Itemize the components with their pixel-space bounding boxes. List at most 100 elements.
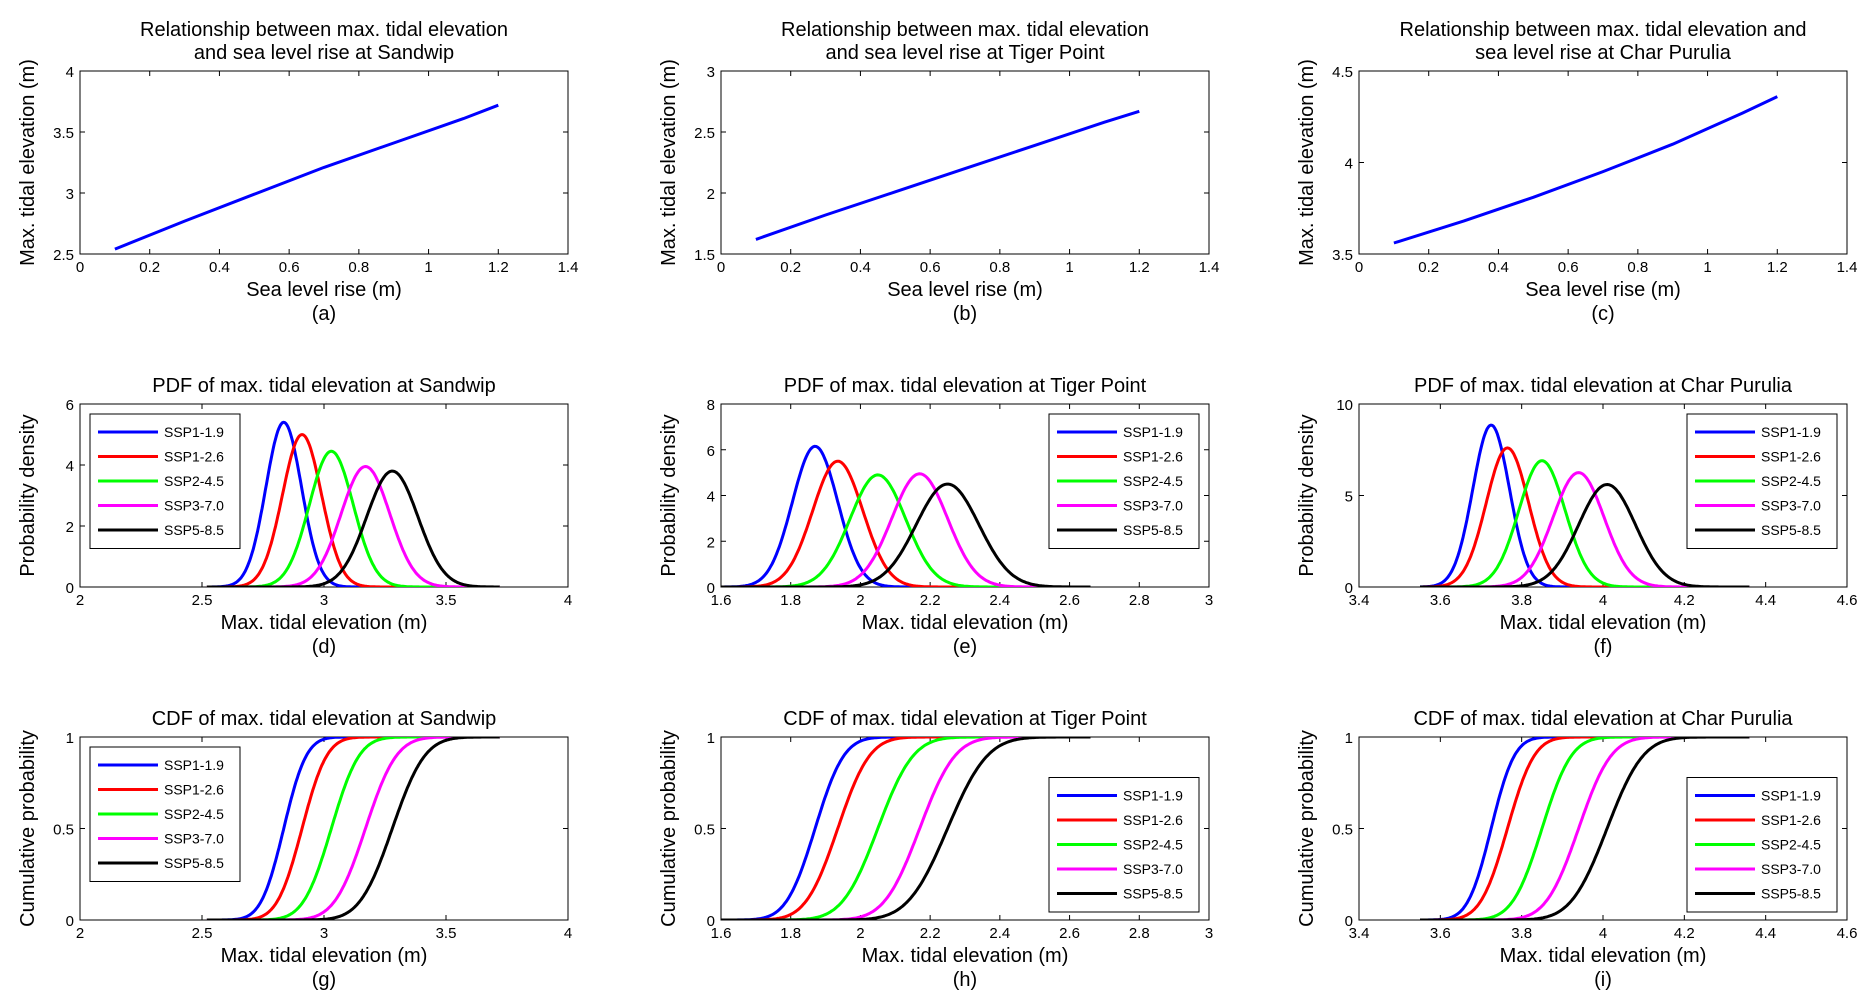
series-line-ssp1-19 [1419, 423, 1750, 587]
plot-area [755, 109, 1140, 241]
x-axis-label: Sea level rise (m) [887, 279, 1043, 301]
series-line-ssp2-45 [721, 737, 1091, 920]
x-tick-label: 0.2 [780, 259, 801, 276]
x-tick-label: 1.8 [780, 925, 801, 942]
y-tick-label: 5 [1345, 489, 1353, 506]
legend-label: SSP2-4.5 [1761, 473, 1821, 489]
series-line-ssp5-85 [721, 737, 1091, 920]
series-line-ssp5-85 [206, 469, 501, 587]
chart-title: PDF of max. tidal elevation at Tiger Poi… [784, 375, 1147, 397]
y-axis-label: Probability density [1296, 414, 1318, 576]
panel-label: (c) [1591, 303, 1614, 325]
x-tick-label: 4.2 [1674, 925, 1695, 942]
x-tick-label: 2.4 [989, 592, 1010, 609]
legend-label: SSP2-4.5 [164, 806, 224, 822]
series-line-ssp1-26 [721, 459, 1091, 587]
y-tick-label: 4 [66, 458, 74, 475]
legend-label: SSP5-8.5 [1123, 886, 1183, 902]
x-tick-label: 3 [320, 592, 328, 609]
y-tick-label: 0 [707, 580, 715, 597]
x-tick-label: 0.4 [209, 259, 230, 276]
x-tick-label: 3 [1205, 592, 1213, 609]
x-tick-label: 1.4 [558, 259, 579, 276]
series-line-ssp5-85 [721, 482, 1091, 587]
legend: SSP1-1.9 SSP1-2.6 SSP2-4.5 SSP3-7.0 SSP5-8.5 [1048, 413, 1200, 549]
y-tick-label: 1.5 [694, 247, 715, 264]
y-tick-label: 0 [66, 580, 74, 597]
x-tick-label: 2.4 [989, 925, 1010, 942]
legend-label: SSP3-7.0 [1761, 498, 1821, 514]
legend-label: SSP5-8.5 [1761, 886, 1821, 902]
series-line-ssp5-85 [1419, 483, 1750, 587]
x-axis-label: Max. tidal elevation (m) [1500, 945, 1707, 967]
series-line-ssp2-45 [1419, 459, 1750, 587]
y-tick-label: 3 [707, 64, 715, 81]
x-tick-label: 2 [76, 592, 84, 609]
series-line-ssp1-26 [206, 433, 501, 587]
legend-label: SSP1-2.6 [1761, 449, 1821, 465]
x-tick-label: 1 [1065, 259, 1073, 276]
x-tick-label: 2.8 [1129, 592, 1150, 609]
series-line-ssp3-70 [721, 737, 1091, 920]
series-line-ssp1-26 [1419, 446, 1750, 587]
y-axis-label: Cumulative probability [658, 730, 680, 927]
chart-title: CDF of max. tidal elevation at Sandwip [152, 708, 497, 730]
y-tick-label: 2.5 [53, 247, 74, 264]
legend: SSP1-1.9 SSP1-2.6 SSP2-4.5 SSP3-7.0 SSP5-8.5 [1686, 413, 1838, 549]
x-tick-label: 2.2 [920, 925, 941, 942]
axes-box [720, 70, 1210, 255]
x-axis-label: Max. tidal elevation (m) [221, 945, 428, 967]
y-tick-label: 0.5 [53, 822, 74, 839]
plot-area [721, 737, 1091, 920]
chart-title: sea level rise at Char Purulia [1475, 42, 1732, 64]
legend-label: SSP1-2.6 [1761, 812, 1821, 828]
y-axis-label: Probability density [17, 414, 39, 576]
series-line-ssp1-26 [721, 737, 1091, 920]
chart-title: Relationship between max. tidal elevatio… [1400, 19, 1807, 41]
legend-label: SSP5-8.5 [164, 522, 224, 538]
x-tick-label: 3.8 [1511, 592, 1532, 609]
x-tick-label: 3 [1205, 925, 1213, 942]
legend-label: SSP1-1.9 [1761, 788, 1821, 804]
x-tick-label: 1 [1703, 259, 1711, 276]
legend-label: SSP2-4.5 [164, 473, 224, 489]
x-tick-label: 1.2 [488, 259, 509, 276]
chart-title: Relationship between max. tidal elevatio… [140, 19, 508, 41]
chart-title: CDF of max. tidal elevation at Tiger Poi… [783, 708, 1147, 730]
plot-area [721, 444, 1091, 587]
chart-title: PDF of max. tidal elevation at Char Puru… [1414, 375, 1793, 397]
plot-area [206, 420, 501, 587]
y-tick-label: 3.5 [53, 125, 74, 142]
series-line-main [755, 109, 1140, 241]
chart-a: Relationship between max. tidal elevatio… [17, 19, 578, 325]
y-tick-label: 0 [1345, 913, 1353, 930]
x-tick-label: 1 [424, 259, 432, 276]
series-line-ssp2-45 [206, 737, 501, 920]
legend-label: SSP5-8.5 [1761, 522, 1821, 538]
x-tick-label: 3.4 [1349, 592, 1370, 609]
legend-label: SSP1-1.9 [164, 757, 224, 773]
legend-label: SSP3-7.0 [1123, 861, 1183, 877]
series-line-ssp3-70 [721, 472, 1091, 587]
y-tick-label: 4.5 [1332, 64, 1353, 81]
panel-label: (b) [953, 303, 977, 325]
legend-label: SSP2-4.5 [1761, 837, 1821, 853]
y-tick-label: 0.5 [1332, 822, 1353, 839]
legend-label: SSP5-8.5 [1123, 522, 1183, 538]
series-line-ssp1-26 [1419, 737, 1750, 920]
y-tick-label: 1 [66, 730, 74, 747]
x-axis-label: Max. tidal elevation (m) [862, 945, 1069, 967]
legend-label: SSP2-4.5 [1123, 473, 1183, 489]
chart-title: and sea level rise at Sandwip [194, 42, 454, 64]
legend-label: SSP3-7.0 [164, 831, 224, 847]
plot-area [1419, 737, 1750, 920]
y-tick-label: 0.5 [694, 822, 715, 839]
legend-label: SSP1-2.6 [164, 449, 224, 465]
x-tick-label: 3.4 [1349, 925, 1370, 942]
y-tick-label: 0 [66, 913, 74, 930]
y-axis-label: Max. tidal elevation (m) [658, 59, 680, 266]
panel-label: (h) [953, 969, 977, 991]
legend-label: SSP1-1.9 [1761, 424, 1821, 440]
y-axis-label: Max. tidal elevation (m) [17, 59, 39, 266]
